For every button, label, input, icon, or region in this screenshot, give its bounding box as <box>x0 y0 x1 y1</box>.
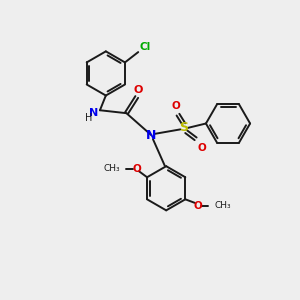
Text: CH₃: CH₃ <box>103 164 120 173</box>
Text: O: O <box>134 85 143 94</box>
Text: O: O <box>198 142 207 153</box>
Text: O: O <box>171 101 180 111</box>
Text: N: N <box>89 108 99 118</box>
Text: O: O <box>193 201 202 211</box>
Text: H: H <box>85 112 92 123</box>
Text: Cl: Cl <box>140 41 151 52</box>
Text: N: N <box>146 129 157 142</box>
Text: CH₃: CH₃ <box>214 201 231 210</box>
Text: S: S <box>179 122 188 134</box>
Text: O: O <box>132 164 141 174</box>
